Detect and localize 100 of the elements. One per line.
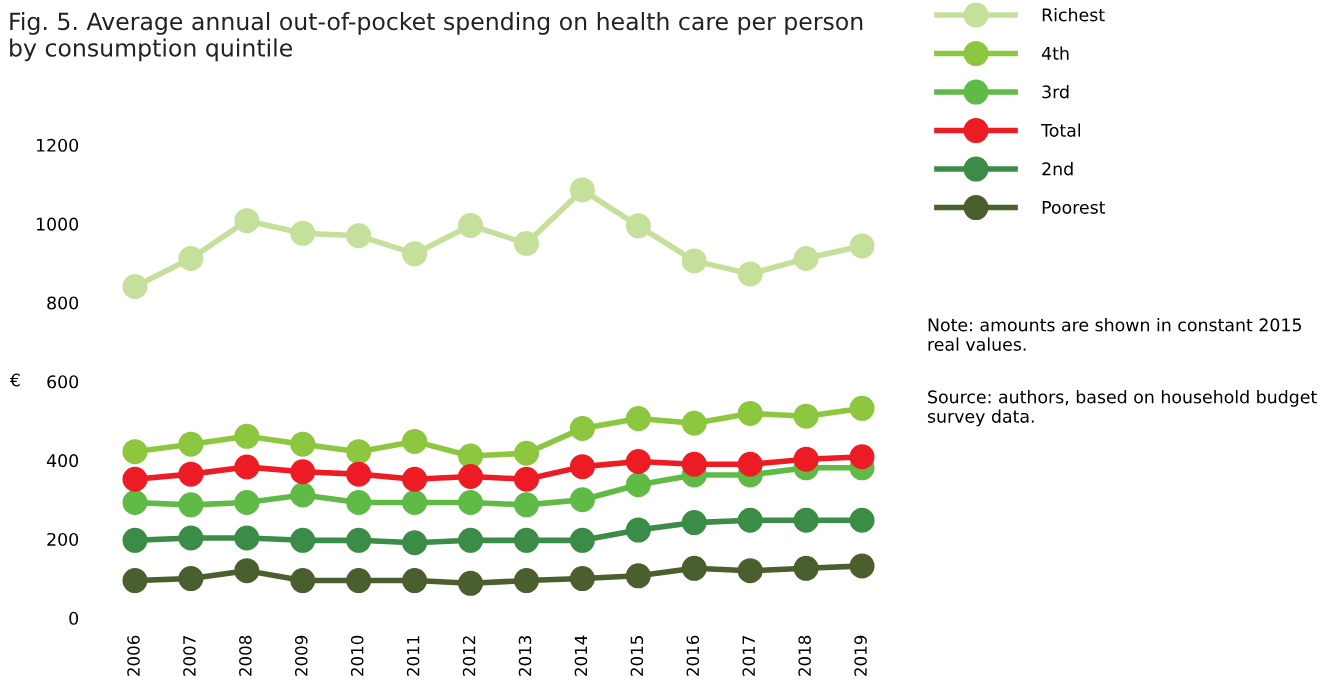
point [234,525,260,551]
point [458,443,484,469]
point [402,568,428,594]
point [681,555,707,581]
point [122,568,148,594]
y-axis-title: € [9,373,20,387]
point [569,527,595,553]
y-tick-label: 0 [69,611,79,625]
point [625,563,651,589]
point [737,558,763,584]
point [122,527,148,553]
point [681,451,707,477]
point [458,463,484,489]
point [178,461,204,487]
source-note: Source: authors, based on household budget survey data. [927,390,1317,427]
y-tick-label: 400 [46,454,79,468]
point [122,490,148,516]
point [625,406,651,432]
point [849,395,875,421]
point [234,454,260,480]
point [346,490,372,516]
point [793,246,819,272]
point [346,223,372,249]
point [402,530,428,556]
x-tick-label: 2017 [742,636,756,676]
x-tick-label: 2008 [239,635,252,676]
point [681,410,707,436]
point [513,492,539,518]
point [234,490,260,516]
point [737,261,763,287]
y-tick-label: 800 [47,296,79,310]
point [290,459,316,485]
legend-label: 2nd [1042,161,1073,176]
point [290,568,316,594]
point [849,444,875,470]
y-tick-label: 1200 [36,138,79,152]
point [458,570,484,596]
legend-label: Poorest [1042,201,1106,214]
point [569,415,595,441]
point [849,233,875,259]
x-tick-label: 2019 [854,635,867,676]
point [122,466,148,492]
point [178,525,204,551]
point [234,208,260,234]
point [346,527,372,553]
point [178,492,204,518]
point [569,454,595,480]
point [793,446,819,472]
y-tick-label: 600 [47,375,79,389]
point [122,274,148,300]
point [178,246,204,272]
point [849,507,875,533]
point [793,555,819,581]
y-tick-label: 200 [47,532,79,547]
text: Note: amounts are shown in constant 2015 real values. [928,318,1301,351]
point [569,487,595,513]
x-tick-label: 2012 [462,636,476,676]
point [346,461,372,487]
x-tick-label: 2007 [183,636,196,676]
point [513,527,539,553]
point [737,507,763,533]
point [458,527,484,553]
point [178,566,204,592]
point [402,428,428,454]
point [737,400,763,426]
point [290,431,316,457]
legend-label: 3rd [1042,84,1069,99]
point [513,231,539,257]
x-tick-label: 2014 [574,635,588,676]
x-tick-label: 2006 [127,635,140,676]
point [234,558,260,584]
point [346,568,372,594]
x-tick-label: 2016 [686,635,700,676]
x-tick-label: 2011 [406,636,420,676]
point [625,449,651,475]
point [681,510,707,536]
point [513,440,539,466]
point [234,423,260,449]
point [737,451,763,477]
y-tick-label: 1000 [36,217,79,231]
point [569,177,595,203]
legend-label: Richest [1042,7,1105,22]
point [290,220,316,246]
point [793,403,819,429]
point [402,490,428,516]
x-tick-label: 2013 [518,636,532,676]
point [849,553,875,579]
point [402,241,428,267]
chart-title: Fig. 5. Average annual out-of-pocket spending on health care per person by consumption quintile [10,12,863,62]
point [458,490,484,516]
x-tick-label: 2010 [350,635,364,676]
legend-label: Total [1041,123,1081,137]
point [458,212,484,238]
x-tick-label: 2009 [294,635,308,676]
point [178,431,204,457]
point [625,517,651,543]
x-tick-label: 2015 [630,636,644,676]
point [122,439,148,465]
point [346,439,372,465]
point [625,213,651,239]
